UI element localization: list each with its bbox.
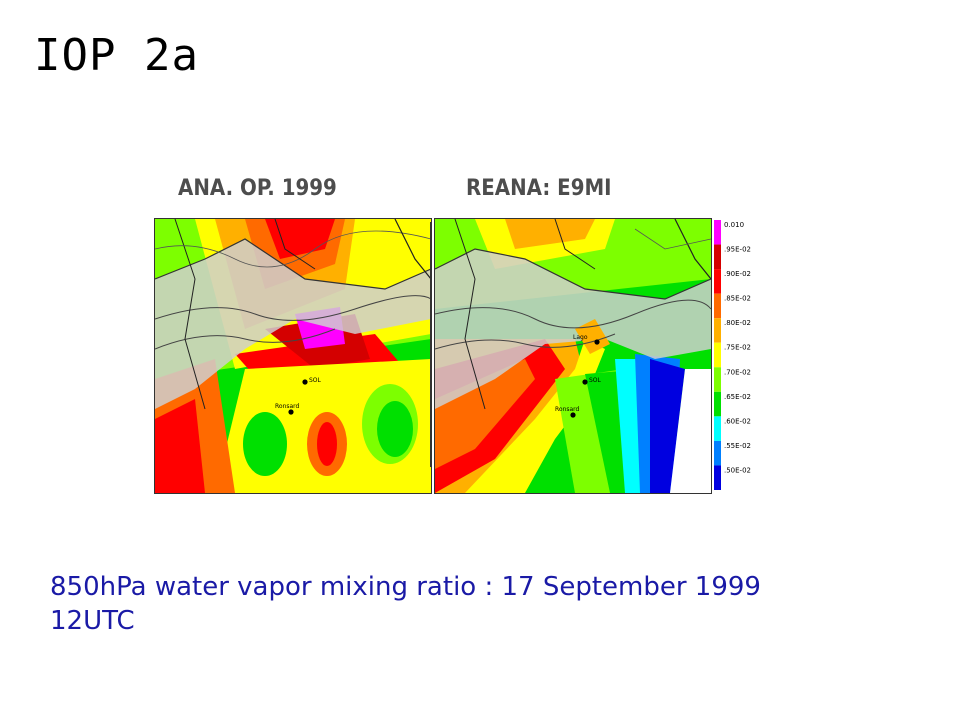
- legend-swatch: [714, 220, 721, 245]
- station-ronsard-label: Ronsard: [275, 403, 300, 410]
- legend-label: .80E-02: [724, 319, 751, 327]
- legend-swatch: [714, 465, 721, 490]
- legend-label: .75E-02: [724, 344, 751, 352]
- slide-title: IOP 2a: [34, 30, 199, 81]
- map-panel-right: Lago SOL Ronsard: [434, 218, 712, 494]
- legend-label: .70E-02: [724, 368, 751, 376]
- map-divider: [430, 222, 432, 467]
- legend-label: .65E-02: [724, 393, 751, 401]
- water-vapor-map-right: Lago SOL Ronsard: [435, 219, 711, 493]
- legend-label: .55E-02: [724, 442, 751, 450]
- legend-label: .90E-02: [724, 270, 751, 278]
- legend-swatch: [714, 440, 721, 466]
- legend-swatch: [714, 293, 721, 319]
- caption-line-2: 12UTC: [50, 606, 135, 636]
- legend-label: .85E-02: [724, 295, 751, 303]
- color-legend: 0.010 .95E-02 .90E-02 .85E-02 .80E-02 .75E-02…: [714, 220, 774, 490]
- station-ronsard-label-right: Ronsard: [555, 406, 580, 413]
- station-sol-label-right: SOL: [589, 377, 602, 384]
- legend-swatch: [714, 367, 721, 392]
- station-sol-label: SOL: [309, 377, 322, 384]
- figure-caption: 850hPa water vapor mixing ratio : 17 Sep…: [50, 570, 930, 638]
- panel-label-left: ANA. OP. 1999: [178, 176, 337, 201]
- legend-label: .50E-02: [724, 466, 751, 474]
- caption-line-1: 850hPa water vapor mixing ratio : 17 Sep…: [50, 572, 761, 602]
- legend-label: .60E-02: [724, 417, 751, 425]
- panel-label-right: REANA: E9MI: [466, 176, 612, 201]
- station-extra-label: Lago: [573, 334, 588, 341]
- water-vapor-map-left: SOL Ronsard: [155, 219, 431, 493]
- legend-swatch: [714, 416, 721, 441]
- legend-swatch: [714, 318, 721, 343]
- legend-swatch: [714, 342, 721, 368]
- legend-swatch: [714, 391, 721, 417]
- legend-svg: 0.010 .95E-02 .90E-02 .85E-02 .80E-02 .75E-02…: [714, 220, 751, 490]
- legend-label: 0.010: [724, 221, 744, 229]
- legend-swatch: [714, 269, 721, 294]
- legend-swatch: [714, 244, 721, 270]
- map-panel-left: SOL Ronsard: [154, 218, 432, 494]
- legend-label: .95E-02: [724, 246, 751, 254]
